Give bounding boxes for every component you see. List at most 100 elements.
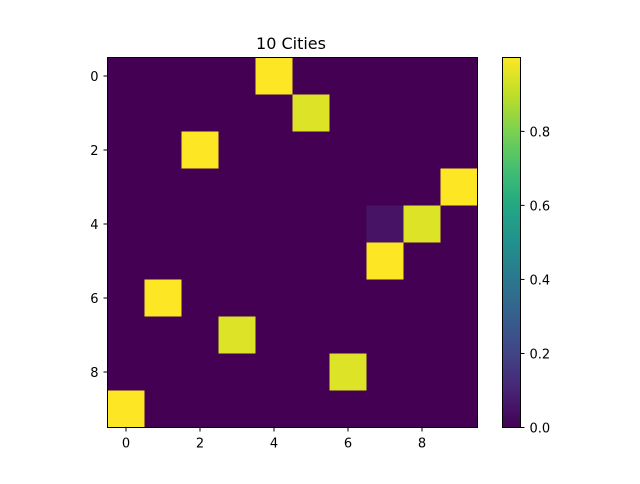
- y-tick-label-6: 6: [90, 292, 98, 307]
- x-tick-label-8: 8: [418, 437, 426, 452]
- heatmap-cell-r5-c7: [366, 242, 404, 280]
- heatmap-cell-r7-c8: [403, 316, 441, 354]
- heatmap-cell-r5-c2: [181, 242, 219, 280]
- heatmap-cell-r4-c7: [366, 205, 404, 243]
- heatmap-cell-r1-c4: [255, 94, 293, 132]
- y-tick-label-2: 2: [90, 144, 98, 159]
- heatmap-cell-r2-c6: [329, 131, 367, 169]
- heatmap-cell-r0-c2: [181, 57, 219, 95]
- heatmap-cell-r9-c2: [181, 390, 219, 428]
- heatmap-cell-r3-c9: [440, 168, 478, 206]
- heatmap-cell-r8-c6: [329, 353, 367, 391]
- heatmap-cell-r6-c3: [218, 279, 256, 317]
- heatmap-cell-r0-c5: [292, 57, 330, 95]
- heatmap-cell-r6-c7: [366, 279, 404, 317]
- y-tick-label-8: 8: [90, 366, 98, 381]
- heatmap-cell-r9-c8: [403, 390, 441, 428]
- heatmap-cell-r2-c7: [366, 131, 404, 169]
- heatmap-cell-r2-c9: [440, 131, 478, 169]
- heatmap-cell-r3-c0: [107, 168, 145, 206]
- heatmap-cell-r1-c7: [366, 94, 404, 132]
- heatmap-cell-r7-c0: [107, 316, 145, 354]
- y-tick-label-4: 4: [90, 218, 98, 233]
- heatmap-cell-r0-c4: [255, 57, 293, 95]
- heatmap-cell-r9-c4: [255, 390, 293, 428]
- heatmap-cell-r4-c1: [144, 205, 182, 243]
- heatmap-cell-r4-c4: [255, 205, 293, 243]
- heatmap-cell-r8-c5: [292, 353, 330, 391]
- heatmap-cell-r6-c0: [107, 279, 145, 317]
- heatmap-cell-r6-c6: [329, 279, 367, 317]
- heatmap-cell-r8-c7: [366, 353, 404, 391]
- heatmap-cell-r1-c0: [107, 94, 145, 132]
- heatmap-cell-r3-c3: [218, 168, 256, 206]
- heatmap-cell-r3-c2: [181, 168, 219, 206]
- heatmap-cell-r7-c3: [218, 316, 256, 354]
- heatmap-cell-r7-c1: [144, 316, 182, 354]
- plot-frame: [107, 57, 478, 428]
- heatmap-cell-r6-c5: [292, 279, 330, 317]
- heatmap-cell-r8-c2: [181, 353, 219, 391]
- heatmap-cell-r0-c0: [107, 57, 145, 95]
- heatmap-cell-r7-c6: [329, 316, 367, 354]
- heatmap-cell-r6-c9: [440, 279, 478, 317]
- heatmap-cell-r5-c4: [255, 242, 293, 280]
- colorbar-tick-label-0.6: 0.6: [530, 199, 551, 214]
- heatmap-cell-r1-c8: [403, 94, 441, 132]
- heatmap-cell-r8-c8: [403, 353, 441, 391]
- heatmap-cell-r8-c4: [255, 353, 293, 391]
- heatmap-cell-r6-c1: [144, 279, 182, 317]
- heatmap-cell-r3-c6: [329, 168, 367, 206]
- heatmap-cell-r1-c2: [181, 94, 219, 132]
- heatmap-cells: [107, 57, 478, 428]
- heatmap-cell-r5-c6: [329, 242, 367, 280]
- heatmap-cell-r7-c4: [255, 316, 293, 354]
- heatmap-cell-r7-c7: [366, 316, 404, 354]
- heatmap-cell-r8-c1: [144, 353, 182, 391]
- heatmap-cell-r8-c9: [440, 353, 478, 391]
- heatmap-cell-r0-c1: [144, 57, 182, 95]
- heatmap-cell-r0-c8: [403, 57, 441, 95]
- heatmap-cell-r0-c7: [366, 57, 404, 95]
- x-tick-label-6: 6: [344, 437, 352, 452]
- heatmap-cell-r2-c4: [255, 131, 293, 169]
- colorbar-tick-label-0.8: 0.8: [530, 125, 551, 140]
- x-tick-label-2: 2: [196, 437, 204, 452]
- heatmap-cell-r2-c5: [292, 131, 330, 169]
- heatmap-cell-r6-c2: [181, 279, 219, 317]
- heatmap-cell-r6-c4: [255, 279, 293, 317]
- heatmap-cell-r2-c2: [181, 131, 219, 169]
- heatmap-cell-r2-c8: [403, 131, 441, 169]
- heatmap-cell-r1-c1: [144, 94, 182, 132]
- heatmap-cell-r4-c0: [107, 205, 145, 243]
- heatmap-cell-r1-c3: [218, 94, 256, 132]
- heatmap-cell-r5-c3: [218, 242, 256, 280]
- heatmap-cell-r4-c5: [292, 205, 330, 243]
- heatmap-cell-r3-c1: [144, 168, 182, 206]
- colorbar: 0.0 0.2 0.4 0.6 0.8: [502, 57, 551, 437]
- heatmap-cell-r5-c5: [292, 242, 330, 280]
- colorbar-tick-label-0.2: 0.2: [530, 347, 551, 362]
- heatmap-cell-r7-c5: [292, 316, 330, 354]
- heatmap-cell-r3-c5: [292, 168, 330, 206]
- heatmap-cell-r0-c9: [440, 57, 478, 95]
- heatmap-cell-r5-c9: [440, 242, 478, 280]
- heatmap-cell-r4-c8: [403, 205, 441, 243]
- heatmap-cell-r1-c6: [329, 94, 367, 132]
- heatmap-cell-r4-c9: [440, 205, 478, 243]
- heatmap-cell-r9-c3: [218, 390, 256, 428]
- heatmap-cell-r9-c9: [440, 390, 478, 428]
- heatmap-cell-r8-c3: [218, 353, 256, 391]
- chart-title: 10 Cities: [256, 34, 326, 53]
- heatmap-cell-r5-c0: [107, 242, 145, 280]
- heatmap-cell-r9-c5: [292, 390, 330, 428]
- y-tick-label-0: 0: [90, 70, 98, 85]
- colorbar-tick-label-0.0: 0.0: [530, 422, 551, 437]
- heatmap-cell-r3-c4: [255, 168, 293, 206]
- heatmap-cell-r8-c0: [107, 353, 145, 391]
- heatmap-cell-r6-c8: [403, 279, 441, 317]
- x-tick-label-0: 0: [122, 437, 130, 452]
- heatmap-cell-r0-c6: [329, 57, 367, 95]
- heatmap-cell-r5-c8: [403, 242, 441, 280]
